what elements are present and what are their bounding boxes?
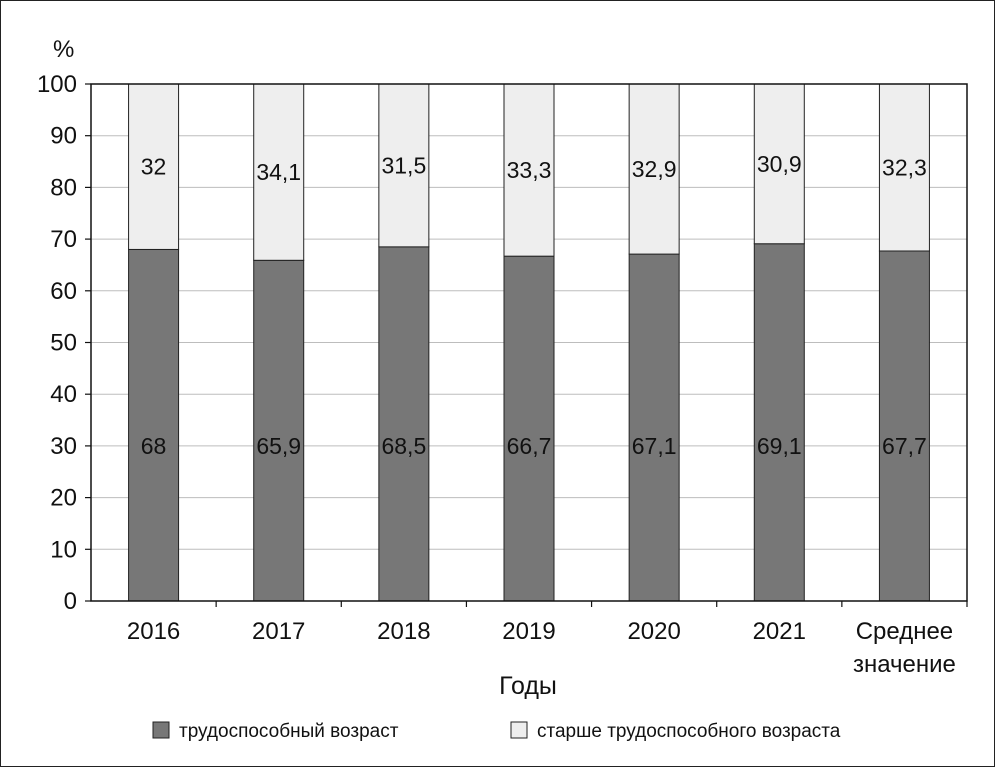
- y-tick-label: 60: [50, 278, 77, 305]
- y-tick-label: 30: [50, 433, 77, 460]
- x-tick-label: 2019: [502, 618, 555, 645]
- data-label: 31,5: [381, 152, 426, 178]
- x-tick-label: значение: [853, 651, 956, 678]
- y-tick-label: 90: [50, 123, 77, 150]
- bar-segment: [878, 250, 930, 602]
- x-tick-label: 2020: [627, 618, 680, 645]
- bar-segment: [628, 83, 680, 255]
- data-label: 32,3: [882, 154, 927, 180]
- bar-segment: [253, 259, 305, 602]
- legend-swatch: [152, 721, 170, 739]
- data-label: 69,1: [757, 433, 802, 459]
- data-label: 67,7: [882, 433, 927, 459]
- data-label: 30,9: [757, 151, 802, 177]
- bar-segment: [753, 243, 805, 602]
- legend-swatch: [510, 721, 528, 739]
- y-tick-label: 80: [50, 174, 77, 201]
- x-axis-ticks: 2016 2017 2018 2019 2020 2021 Среднее значение: [127, 601, 968, 678]
- data-label: 32,9: [632, 156, 677, 182]
- legend: трудоспособный возраст старше трудоспособ…: [152, 721, 841, 742]
- bar-segment: [503, 83, 555, 257]
- bar-segment: [628, 253, 680, 602]
- y-tick-label: 50: [50, 330, 77, 357]
- x-axis-title: Годы: [499, 672, 557, 700]
- x-tick-label: 2021: [753, 618, 806, 645]
- x-tick-label: 2017: [252, 618, 305, 645]
- data-label: 33,3: [507, 157, 552, 183]
- bar-segment: [378, 246, 430, 602]
- legend-label: старше трудоспособного возраста: [537, 721, 841, 742]
- data-label: 67,1: [632, 433, 677, 459]
- data-label: 32: [141, 154, 167, 180]
- data-labels: 68 32 65,9 34,1 68,5 31,5 66,7 33,3 67,1 32,9 69,1…: [141, 151, 927, 459]
- bars: [128, 83, 930, 602]
- y-tick-label: 10: [50, 536, 77, 563]
- bar-segment: [253, 83, 305, 261]
- bar-segment: [128, 83, 180, 250]
- bar-segment: [128, 248, 180, 602]
- y-axis-ticks: 0 10 20 30 40 50 60 70 80 90 100: [37, 71, 91, 615]
- bar-segment: [378, 83, 430, 248]
- data-label: 34,1: [256, 159, 301, 185]
- data-label: 68: [141, 433, 167, 459]
- y-tick-label: 100: [37, 71, 77, 98]
- y-tick-label: 40: [50, 381, 77, 408]
- legend-label: трудоспособный возраст: [179, 721, 399, 742]
- x-tick-label: 2018: [377, 618, 430, 645]
- y-tick-label: 0: [64, 588, 77, 615]
- y-axis-unit: %: [53, 36, 74, 63]
- bar-segment: [878, 83, 930, 252]
- data-label: 66,7: [507, 433, 552, 459]
- x-tick-label: 2016: [127, 618, 180, 645]
- x-tick-label: Среднее: [856, 618, 953, 645]
- y-tick-label: 20: [50, 485, 77, 512]
- data-label: 65,9: [256, 433, 301, 459]
- bar-segment: [503, 255, 555, 602]
- bar-segment: [753, 83, 805, 245]
- y-tick-label: 70: [50, 226, 77, 253]
- data-label: 68,5: [381, 433, 426, 459]
